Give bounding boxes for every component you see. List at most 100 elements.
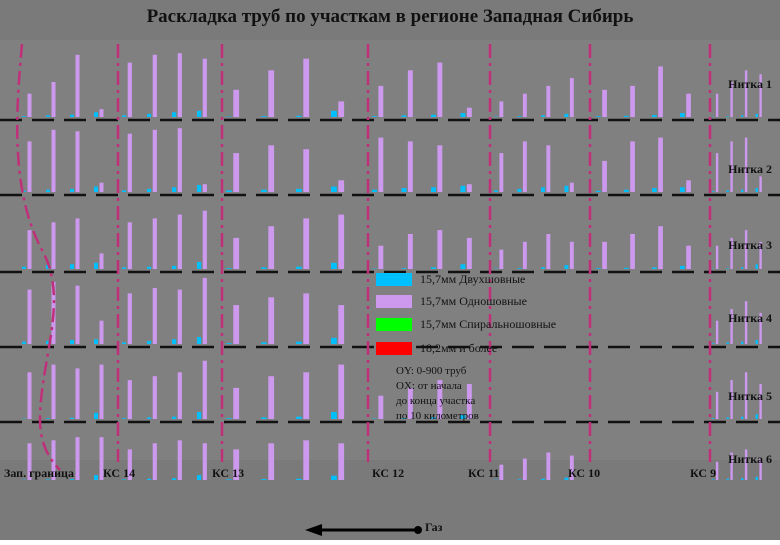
legend-label-spiral-seam: 15,7мм Спиральношовные [420,317,556,332]
bar-thread4-seg3-cat4-s2 [338,305,344,344]
bar-thread4-seg2-cat3-s2 [178,290,182,344]
bar-thread5-seg1-cat2-s1 [46,418,50,419]
bar-thread3-seg6-cat1-s1 [596,268,601,269]
bar-thread4-seg7-cat4-s1 [756,340,758,344]
bar-thread2-seg1-cat2-s2 [52,130,56,192]
bar-thread2-seg2-cat4-s1 [197,185,201,192]
bar-thread2-seg4-cat1-s2 [378,138,383,192]
bar-thread2-seg3-cat1-s2 [233,153,239,192]
station-label-ks11: КС 11 [468,466,499,481]
bar-thread6-seg3-cat3-s1 [296,479,302,480]
bar-thread2-seg5-cat3-s2 [546,145,550,192]
bar-thread3-seg1-cat1-s2 [28,230,32,269]
bar-thread5-seg7-cat2-s1 [727,417,729,419]
bar-thread6-seg7-cat3-s1 [741,478,743,480]
axis-note-ox-1: OX: от начала [396,379,479,394]
bar-thread2-seg3-cat3-s2 [303,149,309,192]
bar-thread4-seg2-cat1-s1 [122,342,126,344]
bar-thread4-seg3-cat1-s2 [233,305,239,344]
axis-note-ox-3: по 10 километров [396,409,479,424]
bar-thread2-seg4-cat4-s1 [461,186,466,192]
bar-thread3-seg4-cat4-s1 [461,264,466,269]
bar-thread1-seg7-cat4-s1 [756,114,758,117]
chart-title: Раскладка труб по участкам в регионе Зап… [0,6,780,28]
bar-thread2-seg1-cat2-s1 [46,190,50,192]
thread-label-3: Нитка 3 [728,238,772,253]
bar-thread1-seg6-cat1-s2 [602,90,607,117]
bar-thread1-seg4-cat2-s2 [408,70,413,117]
bar-thread4-seg7-cat2-s1 [727,342,729,344]
bar-thread5-seg7-cat3-s1 [741,417,743,419]
station-label-ks9: КС 9 [690,466,716,481]
bar-thread5-seg3-cat2-s2 [268,376,274,419]
bar-thread3-seg5-cat4-s1 [565,265,569,269]
bar-thread1-seg5-cat2-s2 [523,94,527,117]
bar-thread6-seg3-cat3-s2 [303,440,309,480]
gas-arrow-dot [414,526,422,534]
bar-thread5-seg3-cat2-s1 [261,417,267,419]
bar-thread6-seg2-cat3-s1 [172,478,176,480]
axis-note-ox-2: до конца участка [396,394,479,409]
bar-thread2-seg3-cat2-s1 [261,190,267,192]
legend-swatch-thick-wall [376,342,412,355]
thread-label-4: Нитка 4 [728,311,772,326]
bar-thread4-seg3-cat2-s1 [261,342,267,344]
bar-thread1-seg1-cat1-s2 [28,94,32,117]
bar-thread2-seg6-cat4-s1 [680,187,685,192]
bar-thread1-seg2-cat3-s1 [172,112,176,117]
thread-label-5: Нитка 5 [728,389,772,404]
bar-thread3-seg5-cat2-s2 [523,242,527,269]
thread-label-6: Нитка 6 [728,452,772,467]
bar-thread1-seg1-cat3-s1 [70,115,74,117]
bar-thread1-seg7-cat2-s1 [727,116,729,117]
station-label-ks13: КС 13 [212,466,244,481]
bar-thread3-seg6-cat3-s1 [652,267,657,269]
bar-thread3-seg7-cat2-s1 [727,268,729,269]
bar-thread2-seg5-cat4-s2 [570,183,574,192]
bar-thread1-seg2-cat2-s2 [153,55,157,117]
bar-thread3-seg6-cat1-s2 [602,242,607,269]
bar-thread5-seg7-cat1-s2 [716,392,718,419]
bar-thread3-seg3-cat4-s2 [338,215,344,269]
bar-thread2-seg3-cat4-s1 [331,187,337,192]
bar-thread6-seg5-cat3-s2 [546,453,550,481]
bar-thread1-seg3-cat1-s2 [233,90,239,117]
axis-note-oy: OY: 0-900 труб [396,364,479,379]
bar-thread3-seg4-cat2-s1 [402,268,407,269]
bar-thread4-seg2-cat4-s2 [203,278,207,344]
bar-thread3-seg4-cat4-s2 [467,238,472,269]
bar-thread6-seg5-cat2-s1 [518,479,522,480]
bar-thread1-seg6-cat1-s1 [596,116,601,117]
bar-thread3-seg5-cat1-s2 [499,250,503,269]
bar-thread1-seg2-cat2-s1 [147,114,151,117]
bar-thread3-seg1-cat3-s1 [70,264,74,269]
bar-thread6-seg2-cat4-s1 [197,475,201,480]
bar-thread1-seg3-cat4-s2 [338,101,344,117]
bar-thread4-seg1-cat1-s1 [22,342,26,344]
bar-thread5-seg2-cat3-s1 [172,417,176,419]
bar-thread2-seg7-cat1-s1 [712,191,714,192]
bar-thread2-seg7-cat3-s1 [741,190,743,192]
bar-thread2-seg1-cat4-s2 [100,183,104,192]
bar-thread4-seg2-cat2-s2 [153,288,157,344]
legend-label-double-seam: 15,7мм Двухшовные [420,272,525,287]
bar-thread3-seg3-cat2-s1 [261,267,267,269]
bar-thread3-seg4-cat2-s2 [408,234,413,269]
bar-thread1-seg6-cat2-s1 [624,116,629,117]
bar-thread5-seg2-cat1-s1 [122,418,126,419]
bar-thread6-seg1-cat3-s2 [76,437,80,480]
bar-thread2-seg4-cat1-s1 [372,190,377,192]
bar-thread2-seg4-cat4-s2 [467,184,472,192]
bar-thread1-seg3-cat2-s2 [268,70,274,117]
bar-thread6-seg2-cat2-s1 [147,479,151,480]
bar-thread1-seg5-cat4-s1 [565,114,569,117]
bar-thread3-seg3-cat1-s1 [226,268,232,269]
bar-thread4-seg1-cat1-s2 [28,290,32,344]
bar-thread2-seg6-cat4-s2 [686,180,691,192]
bar-thread1-seg1-cat1-s1 [22,116,26,117]
bar-thread3-seg3-cat3-s1 [296,267,302,269]
station-label-ks12: КС 12 [372,466,404,481]
bar-thread3-seg6-cat3-s2 [658,226,663,269]
bar-thread6-seg7-cat4-s1 [756,477,758,480]
